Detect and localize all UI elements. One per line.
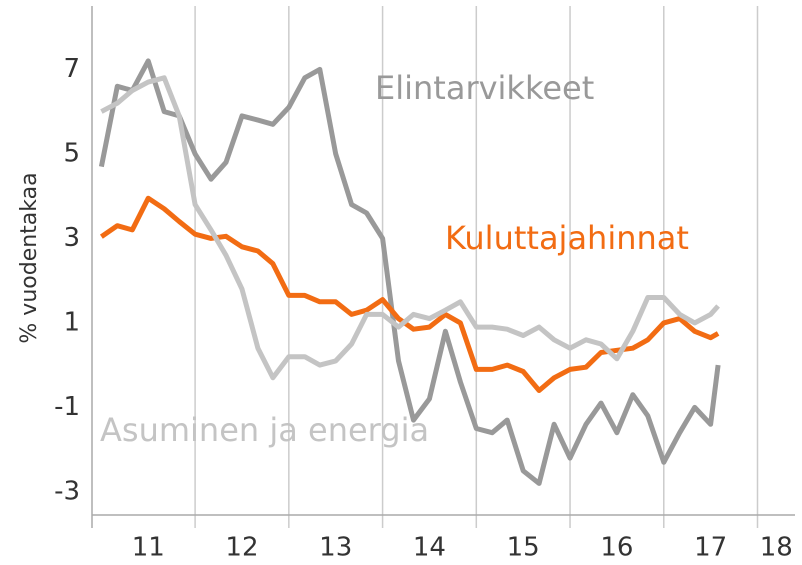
x-tick-label: 14 bbox=[413, 533, 446, 563]
y-tick-label: 1 bbox=[63, 307, 80, 337]
series-label: Asuminen ja energia bbox=[100, 411, 429, 449]
series-line bbox=[98, 58, 721, 486]
x-tick-label: 12 bbox=[225, 533, 258, 563]
y-tick-label: 3 bbox=[63, 223, 80, 253]
y-tick-label: -3 bbox=[54, 476, 80, 506]
y-tick-label: 5 bbox=[63, 138, 80, 168]
x-tick-label: 17 bbox=[694, 533, 727, 563]
y-tick-label: -1 bbox=[54, 392, 80, 422]
x-tick-label: 13 bbox=[319, 533, 352, 563]
series-label: Elintarvikkeet bbox=[375, 69, 594, 107]
y-tick-label: 7 bbox=[63, 54, 80, 84]
x-tick-label: 11 bbox=[132, 533, 165, 563]
series-line bbox=[100, 75, 720, 381]
x-tick-label: 15 bbox=[507, 533, 540, 563]
x-tick-label: 16 bbox=[600, 533, 633, 563]
series-label: Kuluttajahinnat bbox=[445, 219, 689, 257]
y-axis-label: % vuodentakaa bbox=[17, 172, 42, 343]
x-tick-label: 18 bbox=[760, 533, 793, 563]
